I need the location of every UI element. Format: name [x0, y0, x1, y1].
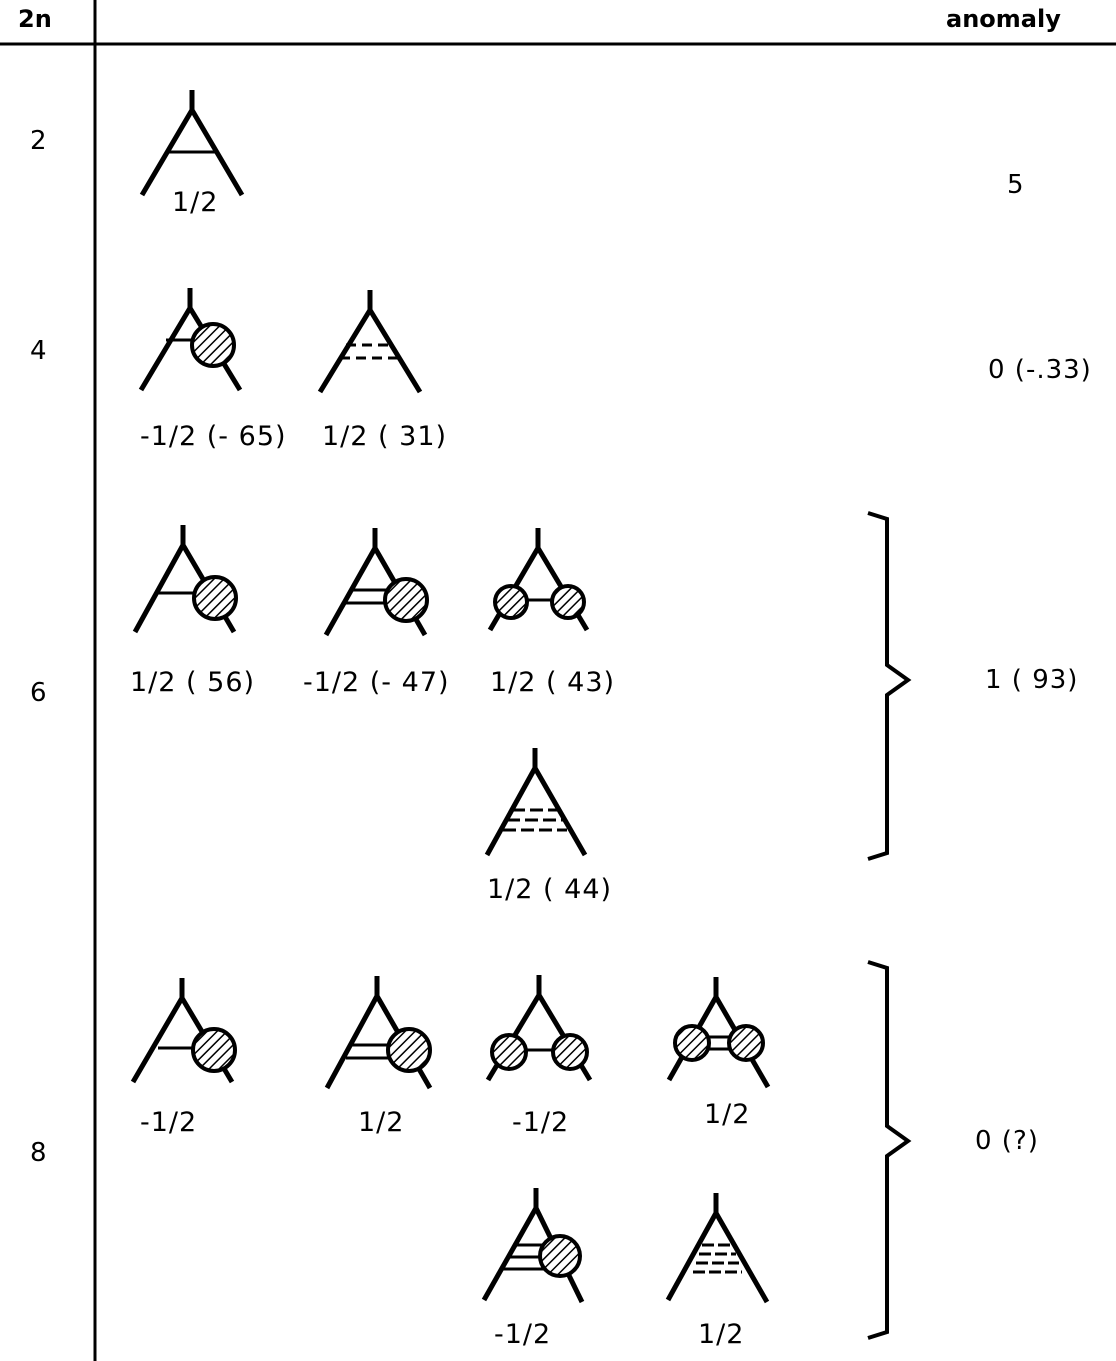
vertex-diagram-4-a — [138, 288, 243, 392]
row-anomaly: 0 (-.33) — [988, 355, 1092, 385]
vertex-diagram-6-a — [132, 525, 238, 634]
row-anomaly: 1 ( 93) — [985, 665, 1079, 695]
diagram-label: 1/2 ( 43) — [490, 667, 616, 698]
vertex-diagram-8-e — [481, 1188, 585, 1304]
vertex-diagram-8-c — [485, 975, 593, 1082]
diagram-label: 1/2 — [358, 1107, 405, 1138]
diagram-label: 1/2 — [172, 187, 219, 218]
row-anomaly: 5 — [1007, 170, 1025, 200]
diagram-label: 1/2 — [698, 1319, 745, 1350]
row-n: 6 — [30, 678, 47, 708]
diagram-label: -1/2 (- 47) — [303, 667, 450, 698]
row-n: 8 — [30, 1138, 47, 1168]
diagram-label: 1/2 ( 44) — [487, 874, 613, 905]
diagram-label: 1/2 ( 31) — [322, 421, 448, 452]
row-anomaly: 0 (?) — [975, 1126, 1039, 1156]
diagram-label: -1/2 — [494, 1319, 552, 1350]
diagram-label: 1/2 ( 56) — [130, 667, 256, 698]
row-n: 4 — [30, 336, 47, 366]
brace-2n-6 — [867, 511, 912, 861]
vertex-diagram-8-d — [666, 977, 771, 1089]
diagram-label: -1/2 — [140, 1107, 198, 1138]
vertex-diagram-6-b — [323, 528, 429, 637]
row-n: 2 — [30, 126, 47, 156]
header-2n: 2n — [18, 5, 52, 33]
vertex-diagram-8-a — [130, 978, 237, 1084]
vertex-diagram-2-a — [139, 90, 245, 197]
diagram-label: 1/2 — [704, 1099, 751, 1130]
vertex-diagram-4-b — [317, 290, 423, 394]
vertex-diagram-6-d — [484, 748, 588, 857]
diagram-label: -1/2 — [512, 1107, 570, 1138]
header-anomaly: anomaly — [946, 5, 1061, 33]
diagram-label: -1/2 (- 65) — [140, 421, 287, 452]
vertex-diagram-8-f — [665, 1193, 770, 1304]
brace-2n-8 — [867, 960, 912, 1340]
vertex-diagram-8-b — [324, 976, 433, 1090]
vertex-diagram-6-c — [487, 528, 590, 632]
